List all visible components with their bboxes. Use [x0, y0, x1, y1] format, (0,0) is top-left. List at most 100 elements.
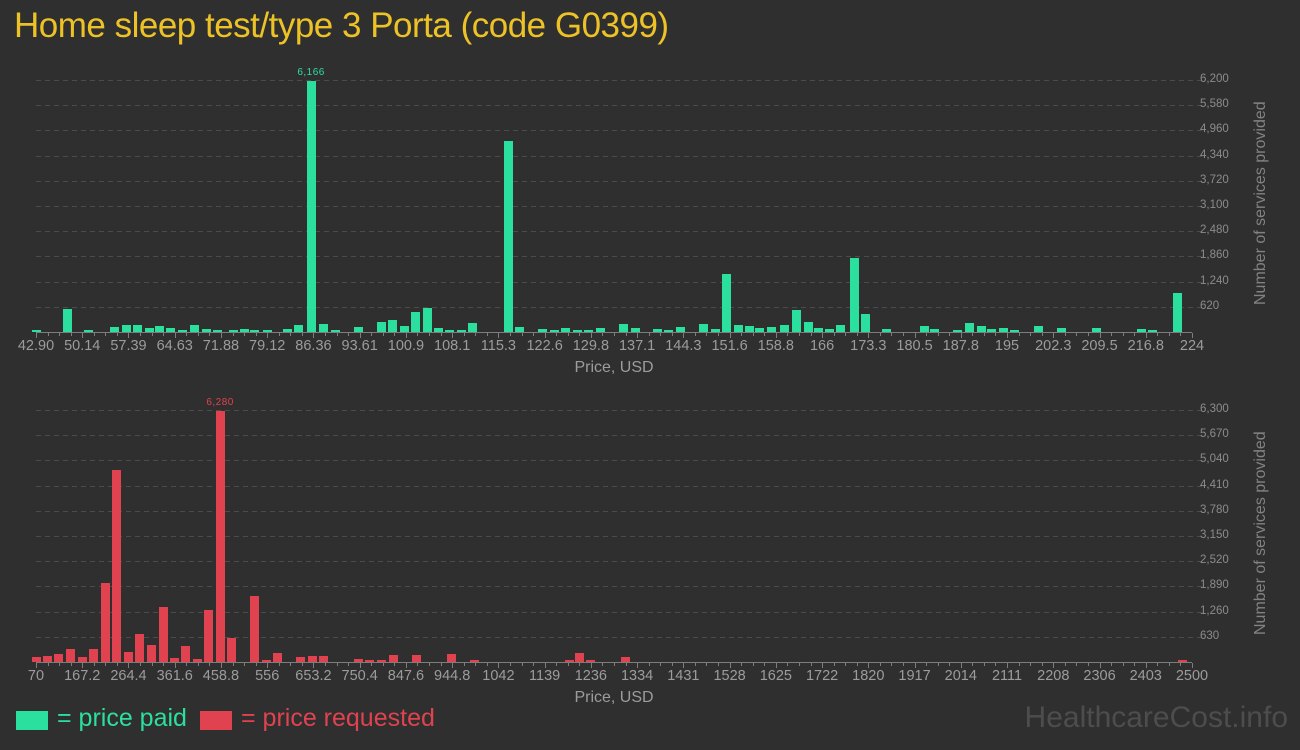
- histogram-bar[interactable]: [538, 329, 548, 332]
- histogram-bar[interactable]: [262, 330, 272, 332]
- histogram-bar[interactable]: [835, 325, 845, 332]
- histogram-bar[interactable]: [503, 140, 513, 332]
- histogram-bar[interactable]: [42, 656, 52, 662]
- histogram-bar[interactable]: [733, 325, 743, 332]
- histogram-bar[interactable]: [227, 637, 237, 662]
- histogram-bar[interactable]: [422, 308, 432, 332]
- histogram-bar[interactable]: [166, 328, 176, 332]
- histogram-bar[interactable]: [882, 328, 892, 332]
- histogram-bar[interactable]: [434, 327, 444, 332]
- histogram-bar[interactable]: [169, 658, 179, 662]
- histogram-bar[interactable]: [261, 660, 271, 662]
- histogram-bar[interactable]: [630, 327, 640, 332]
- histogram-bar[interactable]: [411, 311, 421, 332]
- histogram-bar[interactable]: [121, 325, 131, 332]
- histogram-bar[interactable]: [377, 660, 387, 662]
- histogram-bar[interactable]: [32, 329, 42, 332]
- histogram-bar[interactable]: [561, 327, 571, 332]
- histogram-bar[interactable]: [201, 329, 211, 332]
- histogram-bar[interactable]: [31, 657, 41, 662]
- histogram-bar[interactable]: [307, 655, 317, 662]
- histogram-bar[interactable]: [293, 325, 303, 332]
- histogram-bar[interactable]: [952, 330, 962, 332]
- histogram-bar[interactable]: [400, 325, 410, 332]
- histogram-bar[interactable]: [319, 323, 329, 332]
- histogram-bar[interactable]: [181, 646, 191, 662]
- histogram-bar[interactable]: [1177, 659, 1187, 662]
- histogram-bar[interactable]: [376, 321, 386, 332]
- histogram-bar[interactable]: [306, 81, 316, 332]
- histogram-bar[interactable]: [84, 329, 94, 332]
- histogram-bar[interactable]: [987, 328, 997, 332]
- histogram-bar[interactable]: [100, 583, 110, 662]
- histogram-bar[interactable]: [814, 327, 824, 332]
- histogram-bar[interactable]: [565, 660, 575, 662]
- histogram-bar[interactable]: [619, 324, 629, 332]
- histogram-bar[interactable]: [803, 321, 813, 332]
- histogram-bar[interactable]: [192, 658, 202, 662]
- histogram-bar[interactable]: [110, 326, 119, 332]
- histogram-bar[interactable]: [212, 329, 222, 332]
- histogram-bar[interactable]: [204, 610, 214, 662]
- histogram-bar[interactable]: [135, 634, 145, 662]
- histogram-bar[interactable]: [228, 329, 238, 332]
- histogram-bar[interactable]: [652, 328, 662, 332]
- histogram-bar[interactable]: [621, 657, 631, 662]
- histogram-bar[interactable]: [1092, 327, 1102, 332]
- histogram-bar[interactable]: [330, 330, 340, 332]
- histogram-bar[interactable]: [158, 606, 168, 662]
- histogram-bar[interactable]: [586, 659, 596, 662]
- histogram-bar[interactable]: [446, 653, 456, 662]
- histogram-bar[interactable]: [63, 309, 73, 332]
- histogram-bar[interactable]: [675, 326, 685, 332]
- histogram-bar[interactable]: [365, 660, 375, 662]
- histogram-bar[interactable]: [767, 326, 777, 332]
- histogram-bar[interactable]: [296, 657, 306, 662]
- histogram-bar[interactable]: [745, 325, 755, 332]
- histogram-bar[interactable]: [354, 658, 364, 662]
- histogram-bar[interactable]: [595, 327, 605, 332]
- histogram-bar[interactable]: [412, 654, 422, 662]
- histogram-bar[interactable]: [699, 323, 709, 332]
- histogram-bar[interactable]: [514, 326, 524, 332]
- histogram-bar[interactable]: [722, 274, 732, 332]
- histogram-bar[interactable]: [1056, 327, 1066, 332]
- histogram-bar[interactable]: [755, 327, 765, 332]
- histogram-bar[interactable]: [976, 325, 986, 332]
- histogram-bar[interactable]: [1173, 293, 1183, 332]
- histogram-bar[interactable]: [132, 325, 142, 332]
- histogram-bar[interactable]: [146, 645, 156, 662]
- histogram-bar[interactable]: [792, 310, 802, 332]
- histogram-bar[interactable]: [850, 257, 860, 332]
- histogram-bar[interactable]: [273, 652, 283, 662]
- histogram-bar[interactable]: [860, 314, 870, 332]
- histogram-bar[interactable]: [1010, 330, 1020, 332]
- histogram-bar[interactable]: [250, 595, 260, 662]
- histogram-bar[interactable]: [1137, 328, 1147, 332]
- histogram-bar[interactable]: [215, 410, 225, 662]
- histogram-bar[interactable]: [456, 329, 466, 332]
- histogram-bar[interactable]: [824, 328, 834, 332]
- histogram-bar[interactable]: [112, 470, 122, 662]
- histogram-bar[interactable]: [445, 329, 455, 332]
- histogram-bar[interactable]: [54, 653, 64, 662]
- histogram-bar[interactable]: [178, 329, 188, 332]
- histogram-bar[interactable]: [319, 656, 329, 662]
- histogram-bar[interactable]: [468, 323, 478, 332]
- histogram-bar[interactable]: [1033, 325, 1043, 332]
- histogram-bar[interactable]: [240, 329, 250, 332]
- histogram-bar[interactable]: [250, 329, 260, 332]
- histogram-bar[interactable]: [145, 327, 155, 332]
- histogram-bar[interactable]: [190, 324, 200, 332]
- histogram-bar[interactable]: [965, 322, 975, 332]
- histogram-bar[interactable]: [584, 329, 594, 332]
- histogram-bar[interactable]: [999, 327, 1009, 332]
- histogram-bar[interactable]: [1147, 330, 1157, 332]
- histogram-bar[interactable]: [282, 329, 292, 332]
- histogram-bar[interactable]: [549, 330, 559, 332]
- histogram-bar[interactable]: [77, 657, 87, 662]
- histogram-bar[interactable]: [710, 328, 720, 332]
- histogram-bar[interactable]: [89, 649, 99, 662]
- histogram-bar[interactable]: [780, 324, 790, 332]
- histogram-bar[interactable]: [920, 325, 930, 332]
